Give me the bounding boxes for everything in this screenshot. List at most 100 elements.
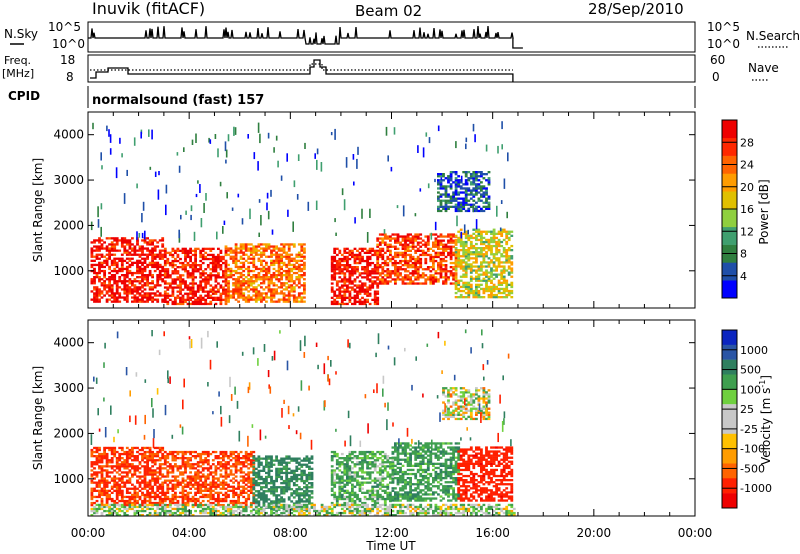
- heatmap-cell: [366, 286, 369, 289]
- heatmap-cell: [204, 255, 208, 259]
- heatmap-cell: [376, 290, 380, 293]
- heatmap-cell: [118, 452, 122, 456]
- heatmap-cell: [234, 265, 238, 269]
- heatmap-cell: [199, 483, 203, 486]
- heatmap-cell: [174, 296, 177, 299]
- heatmap-cell: [93, 296, 96, 299]
- heatmap-cell: [115, 465, 119, 468]
- heatmap-cell: [201, 249, 205, 252]
- heatmap-cell: [260, 259, 263, 262]
- heatmap-cell: [272, 263, 276, 267]
- heatmap-cell: [411, 247, 415, 250]
- heatmap-cell: [199, 457, 203, 460]
- heatmap-cell: [161, 467, 165, 470]
- heatmap-cell: [454, 281, 458, 284]
- heatmap-cell: [252, 282, 256, 285]
- heatmap-cell: [234, 247, 238, 250]
- heatmap-cell: [222, 499, 225, 503]
- heatmap-cell: [267, 245, 271, 248]
- heatmap-cell: [333, 455, 337, 458]
- heatmap-cell: [275, 490, 278, 493]
- heatmap-cell: [174, 485, 177, 488]
- heatmap-cell: [115, 457, 119, 460]
- heatmap-cell: [295, 265, 299, 269]
- heatmap-cell: [105, 455, 109, 458]
- heatmap-cell: [376, 278, 380, 281]
- heatmap-cell: [505, 232, 509, 235]
- heatmap-cell: [371, 249, 375, 252]
- heatmap-cell: [270, 251, 273, 254]
- heatmap-cell: [201, 463, 205, 466]
- heatmap-cell: [217, 253, 220, 257]
- heatmap-cell: [123, 452, 127, 456]
- heatmap-cell: [257, 243, 261, 246]
- heatmap-cell: [305, 459, 309, 462]
- heatmap-cell: [492, 238, 496, 242]
- heatmap-cell: [151, 257, 154, 260]
- heatmap-cell: [366, 274, 369, 277]
- heatmap-cell: [143, 269, 147, 273]
- heatmap-cell: [194, 249, 197, 252]
- heatmap-cell: [131, 292, 134, 295]
- heatmap-cell: [189, 264, 192, 267]
- heatmap-cell: [363, 266, 367, 269]
- heatmap-cell: [191, 477, 195, 480]
- heatmap-cell: [464, 261, 468, 264]
- heatmap-cell: [239, 286, 243, 289]
- heatmap-cell: [267, 502, 271, 505]
- heatmap-cell: [123, 467, 127, 470]
- heatmap-cell: [366, 276, 369, 279]
- heatmap-cell: [113, 282, 117, 285]
- heatmap-cell: [194, 493, 197, 497]
- heatmap-cell: [211, 485, 215, 488]
- heatmap-cell: [146, 463, 149, 466]
- heatmap-cell: [184, 264, 187, 267]
- heatmap-cell: [267, 482, 271, 485]
- heatmap-cell: [280, 488, 283, 491]
- heatmap-cell: [500, 281, 504, 284]
- heatmap-cell: [290, 488, 294, 491]
- heatmap-cell: [346, 255, 349, 259]
- heatmap-cell: [148, 261, 152, 264]
- heatmap-cell: [118, 455, 122, 458]
- heatmap-cell: [229, 489, 233, 492]
- heatmap-cell: [257, 271, 261, 275]
- heatmap-cell: [447, 181, 450, 184]
- heatmap-cell: [90, 481, 94, 484]
- heatmap-cell: [181, 485, 185, 488]
- heatmap-cell: [366, 300, 369, 303]
- heatmap-cell: [201, 459, 205, 462]
- heatmap-cell: [333, 450, 337, 454]
- heatmap-cell: [505, 281, 509, 284]
- heatmap-cell: [373, 253, 377, 257]
- heatmap-cell: [467, 189, 471, 192]
- heatmap-cell: [186, 497, 190, 501]
- heatmap-cell: [447, 205, 450, 208]
- heatmap-cell: [204, 284, 208, 287]
- heatmap-cell: [475, 228, 478, 231]
- heatmap-cell: [171, 489, 175, 492]
- heatmap-cell: [381, 257, 385, 261]
- heatmap-cell: [265, 465, 268, 468]
- heatmap-cell: [201, 469, 205, 472]
- heatmap-cell: [485, 255, 488, 258]
- heatmap-cell: [447, 239, 450, 242]
- heatmap-cell: [156, 487, 160, 490]
- heatmap-cell: [232, 288, 235, 291]
- heatmap-cell: [333, 272, 337, 275]
- heatmap-cell: [163, 259, 167, 263]
- heatmap-cell: [95, 296, 99, 299]
- heatmap-cell: [502, 267, 506, 270]
- heatmap-cell: [133, 465, 137, 468]
- heatmap-cell: [254, 298, 258, 301]
- heatmap-cell: [141, 271, 144, 275]
- heatmap-cell: [505, 279, 509, 282]
- heatmap-cell: [409, 280, 412, 283]
- heatmap-cell: [447, 199, 450, 202]
- heatmap-cell: [214, 473, 218, 476]
- heatmap-cell: [394, 282, 397, 285]
- heatmap-cell: [252, 286, 256, 289]
- heatmap-cell: [166, 485, 170, 488]
- heatmap-cell: [358, 300, 362, 303]
- heatmap-cell: [196, 487, 200, 490]
